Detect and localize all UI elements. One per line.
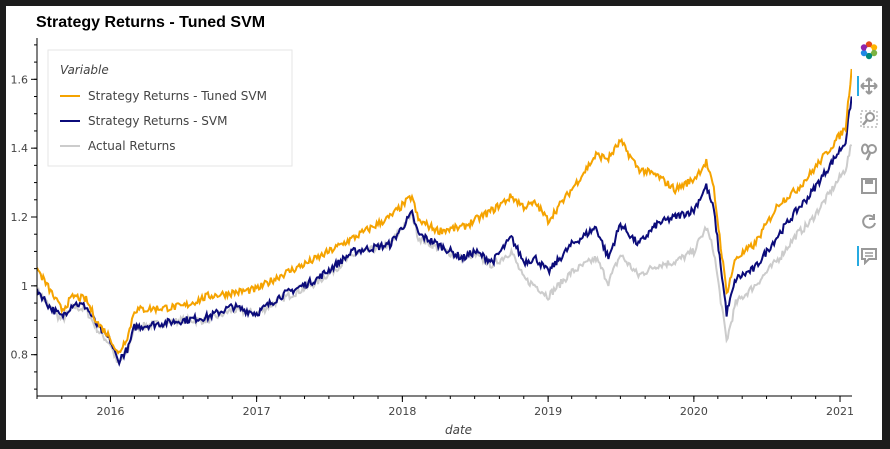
y-tick-label: 1.6 [11, 73, 29, 86]
legend-label: Strategy Returns - Tuned SVM [88, 89, 267, 103]
x-axis-title: date [445, 423, 472, 437]
pan-icon[interactable] [857, 76, 879, 96]
series-line-strategy-returns-svm [37, 96, 852, 367]
plot-area [37, 68, 852, 367]
legend-label: Strategy Returns - SVM [88, 114, 227, 128]
wheel-zoom-icon[interactable] [859, 142, 879, 162]
x-tick-label: 2021 [826, 405, 854, 418]
x-tick-label: 2017 [243, 405, 271, 418]
logo-icon[interactable] [859, 40, 879, 60]
chart-title: Strategy Returns - Tuned SVM [36, 14, 266, 31]
x-tick-label: 2020 [680, 405, 708, 418]
reset-icon[interactable] [859, 211, 879, 231]
legend-box [47, 49, 293, 167]
chart-toolbar [855, 36, 881, 276]
axes: 2016 2017 2018 2019 2020 2021 0.8 1 1.2 1.4 1.6 dat… [11, 38, 854, 437]
legend-label: Actual Returns [88, 139, 175, 153]
box-zoom-icon[interactable] [859, 109, 879, 129]
save-icon[interactable] [859, 176, 879, 196]
legend-title: Variable [60, 63, 109, 77]
x-tick-label: 2018 [388, 405, 416, 418]
chart-frame: Strategy Returns - Tuned SVM 2016 2017 201… [6, 6, 882, 440]
y-tick-label: 0.8 [11, 349, 29, 362]
series-line-actual-returns [37, 143, 852, 364]
x-tick-label: 2016 [96, 405, 124, 418]
series-line-strategy-returns-tuned-svm [37, 68, 852, 355]
y-tick-label: 1.4 [11, 142, 29, 155]
hover-icon[interactable] [857, 246, 879, 266]
chart-svg: 2016 2017 2018 2019 2020 2021 0.8 1 1.2 1.4 1.6 dat… [11, 38, 854, 437]
legend: Variable Strategy Returns - Tuned SVM Stra… [47, 49, 293, 167]
x-tick-label: 2019 [534, 405, 562, 418]
y-tick-label: 1.2 [11, 211, 29, 224]
y-tick-label: 1 [21, 280, 28, 293]
